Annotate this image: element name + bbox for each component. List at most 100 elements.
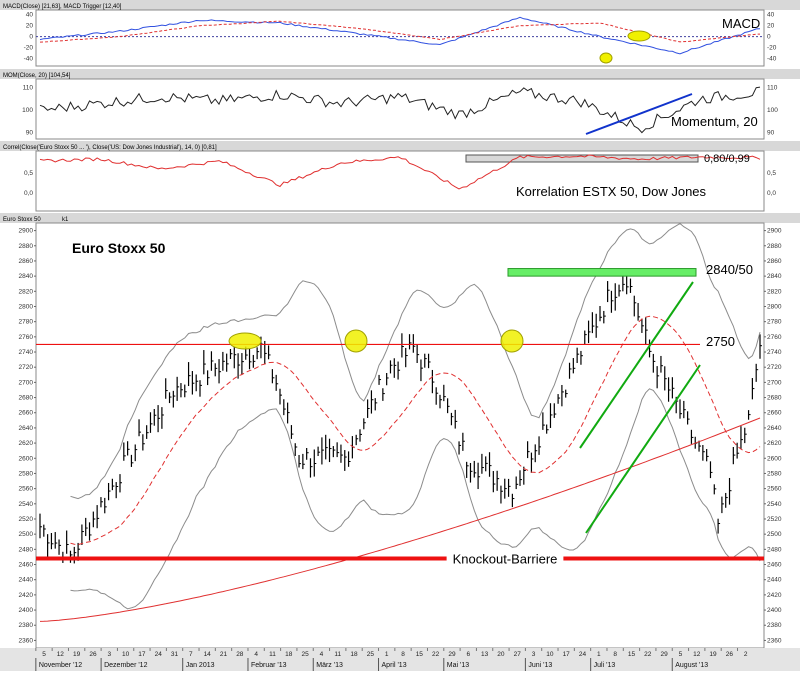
x-tick-label: 25 (301, 651, 309, 658)
x-tick-label: 8 (401, 651, 405, 658)
y-tick-label: 2540 (767, 501, 782, 508)
x-tick-label: 5 (42, 651, 46, 658)
sma-long (39, 417, 761, 622)
y-tick-label: 2600 (767, 455, 782, 462)
x-tick-label: 12 (57, 651, 65, 658)
x-tick-label: 29 (448, 651, 456, 658)
y-ticks-right: 2900 2880 2860 2840 2820 2800 2780 2760 2740 2720… (764, 12, 782, 644)
y-tick-label: 110 (767, 85, 778, 92)
y-tick-label: 2880 (767, 243, 782, 250)
bollinger-upper (70, 222, 761, 500)
x-axis-strip (0, 648, 800, 671)
x-tick-label: 1 (385, 651, 389, 658)
y-tick-label: 2740 (19, 349, 34, 356)
x-month-label: November '12 (39, 662, 82, 669)
price-series: Knockout-Barriere (36, 222, 764, 622)
y-tick-label: 2440 (19, 577, 34, 584)
price-header-bar (0, 213, 800, 223)
y-tick-label: 40 (767, 12, 775, 19)
y-tick-label: 2800 (19, 303, 34, 310)
x-tick-label: 10 (546, 651, 554, 658)
x-tick-label: 3 (532, 651, 536, 658)
price-header-suffix: k1 (62, 217, 69, 223)
y-tick-label: 2780 (19, 319, 34, 326)
x-month-label: April '13 (382, 662, 407, 669)
correl-range-label: 0,80/0,99 (704, 153, 750, 165)
x-tick-label: 21 (220, 651, 228, 658)
x-tick-label: 20 (497, 651, 505, 658)
y-tick-label: 2480 (767, 546, 782, 553)
y-tick-label: 2860 (767, 258, 782, 265)
highlight-marker (599, 52, 613, 64)
y-tick-label: 40 (26, 12, 34, 19)
y-tick-label: 2620 (19, 440, 34, 447)
macd-header-bar (0, 0, 800, 10)
x-tick-label: 29 (660, 651, 668, 658)
y-tick-label: 100 (767, 107, 778, 114)
x-tick-label: 7 (189, 651, 193, 658)
correl-header-bar (0, 141, 800, 151)
x-month-label: Jan 2013 (186, 662, 215, 669)
y-tick-label: 2640 (19, 425, 34, 432)
y-tick-label: 2360 (767, 637, 782, 644)
x-month-label: Juni '13 (528, 662, 552, 669)
y-tick-label: 2380 (767, 622, 782, 629)
x-tick-label: 2 (744, 651, 748, 658)
y-tick-label: 2660 (19, 410, 34, 417)
x-tick-label: 12 (693, 651, 701, 658)
y-tick-label: 2700 (767, 379, 782, 386)
y-tick-label: 2460 (19, 562, 34, 569)
y-tick-label: 2560 (767, 486, 782, 493)
x-tick-label: 1 (597, 651, 601, 658)
y-tick-label: 100 (22, 107, 33, 114)
x-tick-label: 18 (350, 651, 358, 658)
y-tick-label: 2840 (19, 273, 34, 280)
y-tick-label: 2700 (19, 379, 34, 386)
x-tick-label: 19 (73, 651, 81, 658)
zone-label: 2840/50 (706, 262, 753, 277)
y-tick-label: 2660 (767, 410, 782, 417)
y-tick-label: 2860 (19, 258, 34, 265)
y-tick-label: -40 (767, 56, 777, 63)
y-tick-label: 2640 (767, 425, 782, 432)
x-month-label: März '13 (316, 662, 343, 669)
y-tick-label: -40 (24, 56, 34, 63)
y-tick-label: 90 (26, 130, 34, 137)
resistance-label: 2750 (706, 334, 735, 349)
x-tick-label: 17 (563, 651, 571, 658)
y-tick-label: 2400 (19, 607, 34, 614)
y-tick-label: 2360 (19, 637, 34, 644)
x-tick-label: 4 (320, 651, 324, 658)
x-tick-label: 26 (89, 651, 97, 658)
momentum-header: MOM(Close, 20) [104,54] (3, 73, 71, 79)
x-tick-label: 6 (466, 651, 470, 658)
y-tick-label: 2780 (767, 319, 782, 326)
x-tick-label: 15 (628, 651, 636, 658)
y-tick-label: 2460 (767, 562, 782, 569)
y-tick-label: 2420 (19, 592, 34, 599)
y-tick-label: 2840 (767, 273, 782, 280)
y-tick-label: 2580 (19, 470, 34, 477)
y-tick-label: 0,0 (24, 190, 33, 197)
macd-line (39, 16, 761, 55)
momentum-line (39, 86, 761, 134)
x-tick-label: 15 (416, 651, 424, 658)
y-tick-label: 2720 (767, 364, 782, 371)
x-tick-label: 11 (269, 651, 276, 658)
macd-label: MACD (722, 16, 760, 31)
momentum-header-bar (0, 69, 800, 79)
x-axis-labels: 5 12 19 26 3 10 17 24 31 7 14 21 28 4 11 18 25 4 11 18 25 1 8 1… (35, 648, 748, 671)
x-tick-label: 3 (107, 651, 111, 658)
price-header: Euro Stoxx 50 (3, 217, 41, 223)
trend-channel-lower (585, 364, 701, 534)
highlight-marker (500, 329, 524, 353)
y-tick-label: 2400 (767, 607, 782, 614)
price-plot-frame (35, 222, 765, 649)
x-month-label: Dezember '12 (104, 662, 147, 669)
y-tick-label: 2420 (767, 592, 782, 599)
x-tick-label: 22 (644, 651, 652, 658)
x-month-label: Mai '13 (447, 662, 469, 669)
y-tick-label: 2900 (19, 228, 34, 235)
